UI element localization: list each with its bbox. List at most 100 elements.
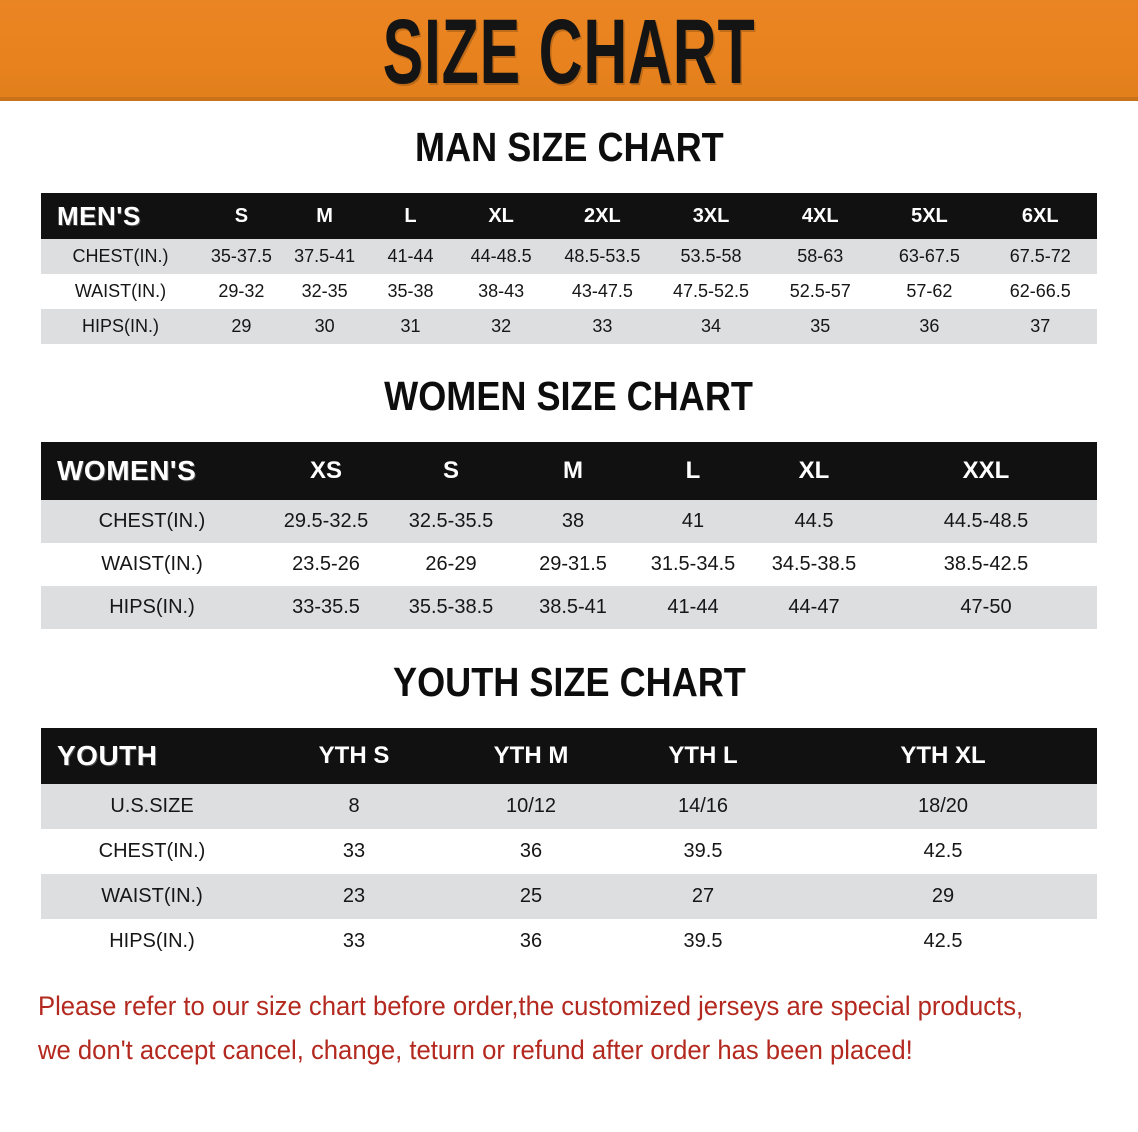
women-waist-m: 29-31.5	[539, 553, 607, 575]
man-col-header-4xl: 4XL	[801, 204, 839, 227]
man-row-label-waist: WAIST(IN.)	[74, 281, 167, 301]
table-row: WAIST(IN.) 29-32 32-35 35-38 38-43 43-47…	[41, 274, 1097, 309]
women-row-label-chest: CHEST(IN.)	[98, 510, 206, 532]
women-hips-l: 41-44	[667, 596, 719, 618]
women-row-label-waist: WAIST(IN.)	[101, 553, 203, 575]
youth-section-title: YOUTH SIZE CHART	[0, 659, 1138, 706]
man-size-table: MEN'S S M L XL 2XL 3XL 4XL 5XL 6XL CHEST…	[41, 193, 1097, 344]
man-hips-4xl: 35	[810, 316, 831, 336]
man-chest-6xl: 67.5-72	[1009, 246, 1071, 266]
man-col-header-2xl: 2XL	[584, 204, 621, 227]
man-chest-xl: 44-48.5	[470, 246, 532, 266]
man-chest-5xl: 63-67.5	[898, 246, 960, 266]
man-col-header-xl: XL	[488, 204, 514, 227]
man-row-label-hips: HIPS(IN.)	[82, 316, 160, 336]
man-header-row: MEN'S S M L XL 2XL 3XL 4XL 5XL 6XL	[41, 193, 1097, 239]
youth-waist-m: 25	[519, 885, 543, 907]
man-chest-s: 35-37.5	[210, 246, 272, 266]
youth-row-label-ussize: U.S.SIZE	[110, 795, 194, 817]
table-row: CHEST(IN.) 35-37.5 37.5-41 41-44 44-48.5…	[41, 239, 1097, 274]
youth-hips-l: 39.5	[683, 930, 723, 952]
women-waist-l: 31.5-34.5	[650, 553, 736, 575]
man-hips-5xl: 36	[919, 316, 940, 336]
women-hips-xs: 33-35.5	[292, 596, 360, 618]
man-table-head: MEN'S S M L XL 2XL 3XL 4XL 5XL 6XL	[41, 193, 1097, 239]
man-hips-3xl: 34	[701, 316, 722, 336]
table-row: HIPS(IN.) 33-35.5 35.5-38.5 38.5-41 41-4…	[41, 586, 1097, 629]
women-table-wrap: WOMEN'S XS S M L XL XXL CHEST(IN.) 29.5-…	[41, 442, 1097, 629]
youth-header-row: YOUTH YTH S YTH M YTH L YTH XL	[41, 728, 1097, 784]
man-waist-xl: 38-43	[478, 281, 525, 301]
page-title: SIZE CHART	[382, 0, 756, 103]
man-col-header-s: S	[234, 204, 249, 227]
youth-row-label-hips: HIPS(IN.)	[109, 930, 195, 952]
women-hips-xl: 44-47	[788, 596, 840, 618]
man-hips-2xl: 33	[592, 316, 613, 336]
man-waist-6xl: 62-66.5	[1009, 281, 1071, 301]
youth-chest-s: 33	[342, 840, 366, 862]
man-waist-s: 29-32	[218, 281, 265, 301]
youth-hips-m: 36	[519, 930, 543, 952]
youth-hips-xl: 42.5	[923, 930, 963, 952]
man-corner-label: MEN'S	[57, 200, 141, 231]
man-chest-4xl: 58-63	[797, 246, 844, 266]
man-col-header-6xl: 6XL	[1021, 204, 1059, 227]
youth-col-header-s: YTH S	[318, 742, 390, 769]
women-col-header-m: M	[563, 457, 583, 484]
youth-table-wrap: YOUTH YTH S YTH M YTH L YTH XL U.S.SIZE …	[41, 728, 1097, 964]
man-chest-2xl: 48.5-53.5	[564, 246, 641, 266]
youth-waist-xl: 29	[931, 885, 955, 907]
youth-ussize-l: 14/16	[677, 795, 729, 817]
youth-section-title-text: YOUTH SIZE CHART	[392, 659, 746, 705]
women-hips-xxl: 47-50	[960, 596, 1012, 618]
man-hips-s: 29	[231, 316, 252, 336]
women-col-header-xl: XL	[798, 457, 830, 484]
women-corner-label: WOMEN'S	[57, 455, 197, 486]
women-col-header-l: L	[685, 457, 701, 484]
women-col-header-xxl: XXL	[962, 457, 1010, 484]
man-section-title: MAN SIZE CHART	[0, 124, 1138, 171]
table-row: HIPS(IN.) 33 36 39.5 42.5	[41, 919, 1097, 964]
youth-col-header-xl: YTH XL	[900, 742, 986, 769]
man-chest-l: 41-44	[387, 246, 434, 266]
youth-chest-m: 36	[519, 840, 543, 862]
women-section-title: WOMEN SIZE CHART	[0, 373, 1138, 420]
women-hips-m: 38.5-41	[539, 596, 607, 618]
table-row: U.S.SIZE 8 10/12 14/16 18/20	[41, 784, 1097, 829]
table-row: WAIST(IN.) 23.5-26 26-29 29-31.5 31.5-34…	[41, 543, 1097, 586]
women-table-body: CHEST(IN.) 29.5-32.5 32.5-35.5 38 41 44.…	[41, 500, 1097, 629]
youth-chest-l: 39.5	[683, 840, 723, 862]
table-row: WAIST(IN.) 23 25 27 29	[41, 874, 1097, 919]
women-header-row: WOMEN'S XS S M L XL XXL	[41, 442, 1097, 500]
youth-table-body: U.S.SIZE 8 10/12 14/16 18/20 CHEST(IN.) …	[41, 784, 1097, 964]
man-hips-xl: 32	[491, 316, 512, 336]
youth-corner-label: YOUTH	[57, 740, 158, 771]
man-col-header-3xl: 3XL	[692, 204, 730, 227]
women-table-head: WOMEN'S XS S M L XL XXL	[41, 442, 1097, 500]
table-row: CHEST(IN.) 33 36 39.5 42.5	[41, 829, 1097, 874]
women-col-header-s: S	[442, 457, 459, 484]
disclaimer-line-2: we don't accept cancel, change, teturn o…	[38, 1035, 913, 1065]
youth-waist-s: 23	[342, 885, 366, 907]
youth-hips-s: 33	[342, 930, 366, 952]
man-table-wrap: MEN'S S M L XL 2XL 3XL 4XL 5XL 6XL CHEST…	[41, 193, 1097, 344]
man-hips-m: 30	[314, 316, 335, 336]
man-waist-l: 35-38	[387, 281, 434, 301]
women-chest-s: 32.5-35.5	[408, 510, 494, 532]
man-table-body: CHEST(IN.) 35-37.5 37.5-41 41-44 44-48.5…	[41, 239, 1097, 344]
youth-ussize-xl: 18/20	[917, 795, 969, 817]
women-chest-xl: 44.5	[794, 510, 834, 532]
women-waist-xs: 23.5-26	[292, 553, 360, 575]
youth-ussize-m: 10/12	[505, 795, 557, 817]
youth-ussize-s: 8	[348, 795, 360, 817]
women-row-label-hips: HIPS(IN.)	[109, 596, 195, 618]
women-hips-s: 35.5-38.5	[408, 596, 494, 618]
table-row: CHEST(IN.) 29.5-32.5 32.5-35.5 38 41 44.…	[41, 500, 1097, 543]
man-waist-5xl: 57-62	[906, 281, 953, 301]
women-chest-m: 38	[561, 510, 585, 532]
man-waist-m: 32-35	[301, 281, 348, 301]
man-section-title-text: MAN SIZE CHART	[414, 124, 724, 170]
women-waist-xxl: 38.5-42.5	[943, 553, 1029, 575]
youth-col-header-l: YTH L	[668, 742, 738, 769]
disclaimer: Please refer to our size chart before or…	[38, 984, 1108, 1072]
